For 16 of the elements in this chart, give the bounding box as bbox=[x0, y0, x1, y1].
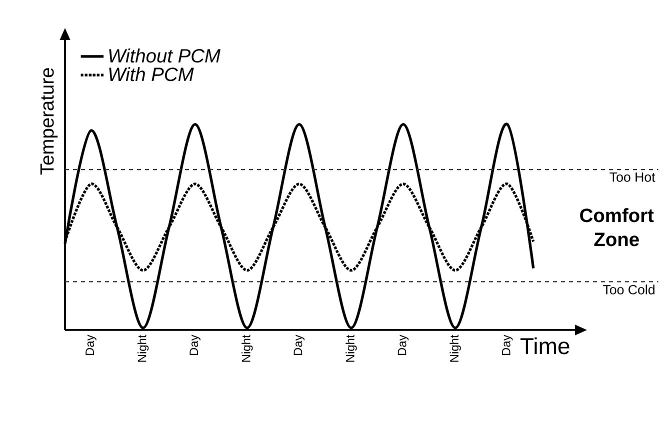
y-axis-title: Temperature bbox=[40, 68, 58, 175]
legend-label: Without PCM bbox=[109, 48, 220, 63]
x-tick-label: Day bbox=[190, 334, 200, 356]
x-tick-label: Night bbox=[242, 334, 253, 362]
x-tick-label: Night bbox=[346, 334, 357, 362]
x-tick-label: Day bbox=[502, 334, 513, 356]
x-tick-label: Day bbox=[294, 334, 305, 356]
x-tick-label: Night bbox=[450, 334, 461, 362]
ref-line-label: Too Cold bbox=[602, 284, 654, 294]
text: Comfort Zone bbox=[580, 208, 654, 246]
x-tick-label: Night bbox=[137, 334, 149, 362]
ref-line-label: Too Hot bbox=[610, 172, 656, 182]
x-tick-label: Day bbox=[398, 334, 409, 356]
x-axis-title: Time bbox=[520, 337, 570, 354]
x-tick-label: Day bbox=[86, 334, 96, 356]
legend-label: With PCM bbox=[109, 67, 194, 82]
